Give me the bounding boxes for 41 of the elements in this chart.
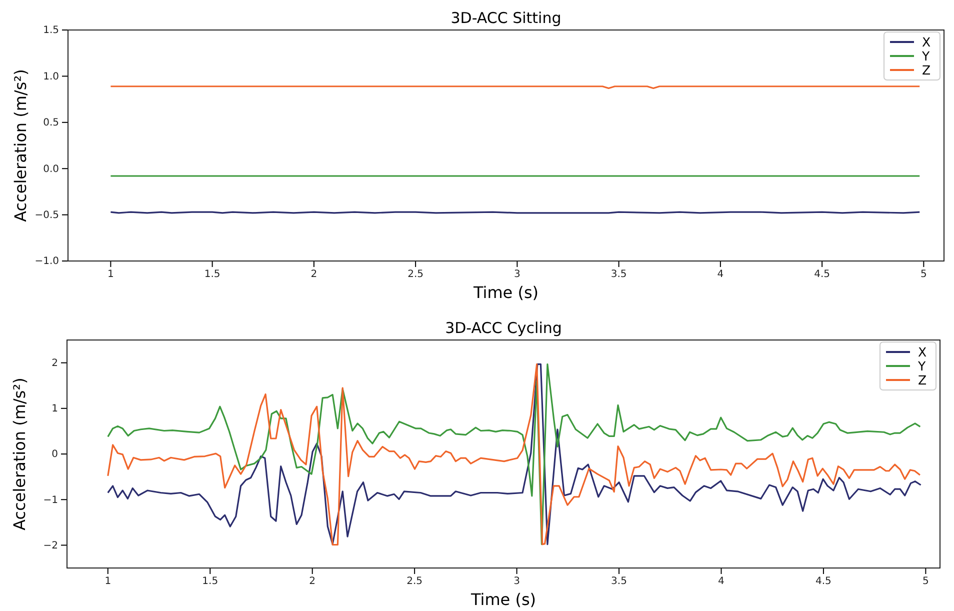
x-tick-label: 4.5 xyxy=(816,576,832,588)
x-tick-label: 3.5 xyxy=(610,269,627,280)
x-tick-label: 5 xyxy=(922,576,929,588)
x-tick-label: 3 xyxy=(514,269,520,280)
legend-label: Y xyxy=(917,358,926,374)
y-axis-title: Acceleration (m/s²) xyxy=(11,69,30,222)
x-axis-title: Time (s) xyxy=(472,283,539,302)
y-tick-label: 0.0 xyxy=(43,164,59,175)
chart-title: 3D-ACC Sitting xyxy=(450,9,562,27)
legend-label: Z xyxy=(918,372,927,388)
y-tick-label: 1 xyxy=(52,404,58,415)
y-tick-label: 0 xyxy=(52,449,58,460)
y-tick-label: 1.5 xyxy=(43,25,59,36)
x-tick-label: 2 xyxy=(309,576,316,588)
x-tick-label: 2 xyxy=(310,269,318,280)
y-tick-label: 1.0 xyxy=(43,71,59,82)
x-tick-label: 1 xyxy=(104,576,112,588)
y-tick-label: 0.5 xyxy=(43,118,59,129)
y-axis-title: Acceleration (m/s²) xyxy=(10,378,29,530)
x-tick-label: 4 xyxy=(717,269,724,280)
legend-label: X xyxy=(918,344,927,360)
x-tick-label: 2.5 xyxy=(408,269,424,280)
y-tick-label: −1 xyxy=(43,494,58,506)
x-tick-label: 5 xyxy=(920,269,927,280)
y-tick-label: 2 xyxy=(52,358,58,369)
x-tick-label: 3.5 xyxy=(611,576,627,588)
y-tick-label: −1.0 xyxy=(34,256,59,268)
y-tick-label: −2 xyxy=(43,540,58,552)
chart-title: 3D-ACC Cycling xyxy=(445,319,562,337)
y-tick-label: −0.5 xyxy=(34,210,59,221)
legend-label: Z xyxy=(922,62,931,78)
x-tick-label: 3 xyxy=(514,576,520,588)
x-tick-label: 2.5 xyxy=(406,576,423,588)
legend-label: X xyxy=(922,34,931,50)
x-axis-title: Time (s) xyxy=(470,590,536,609)
legend-label: Y xyxy=(921,48,930,64)
x-tick-label: 4.5 xyxy=(814,269,830,280)
x-tick-label: 1.5 xyxy=(204,269,220,280)
x-tick-label: 1 xyxy=(107,269,114,280)
x-tick-label: 4 xyxy=(718,576,724,588)
x-tick-label: 1.5 xyxy=(202,576,218,588)
